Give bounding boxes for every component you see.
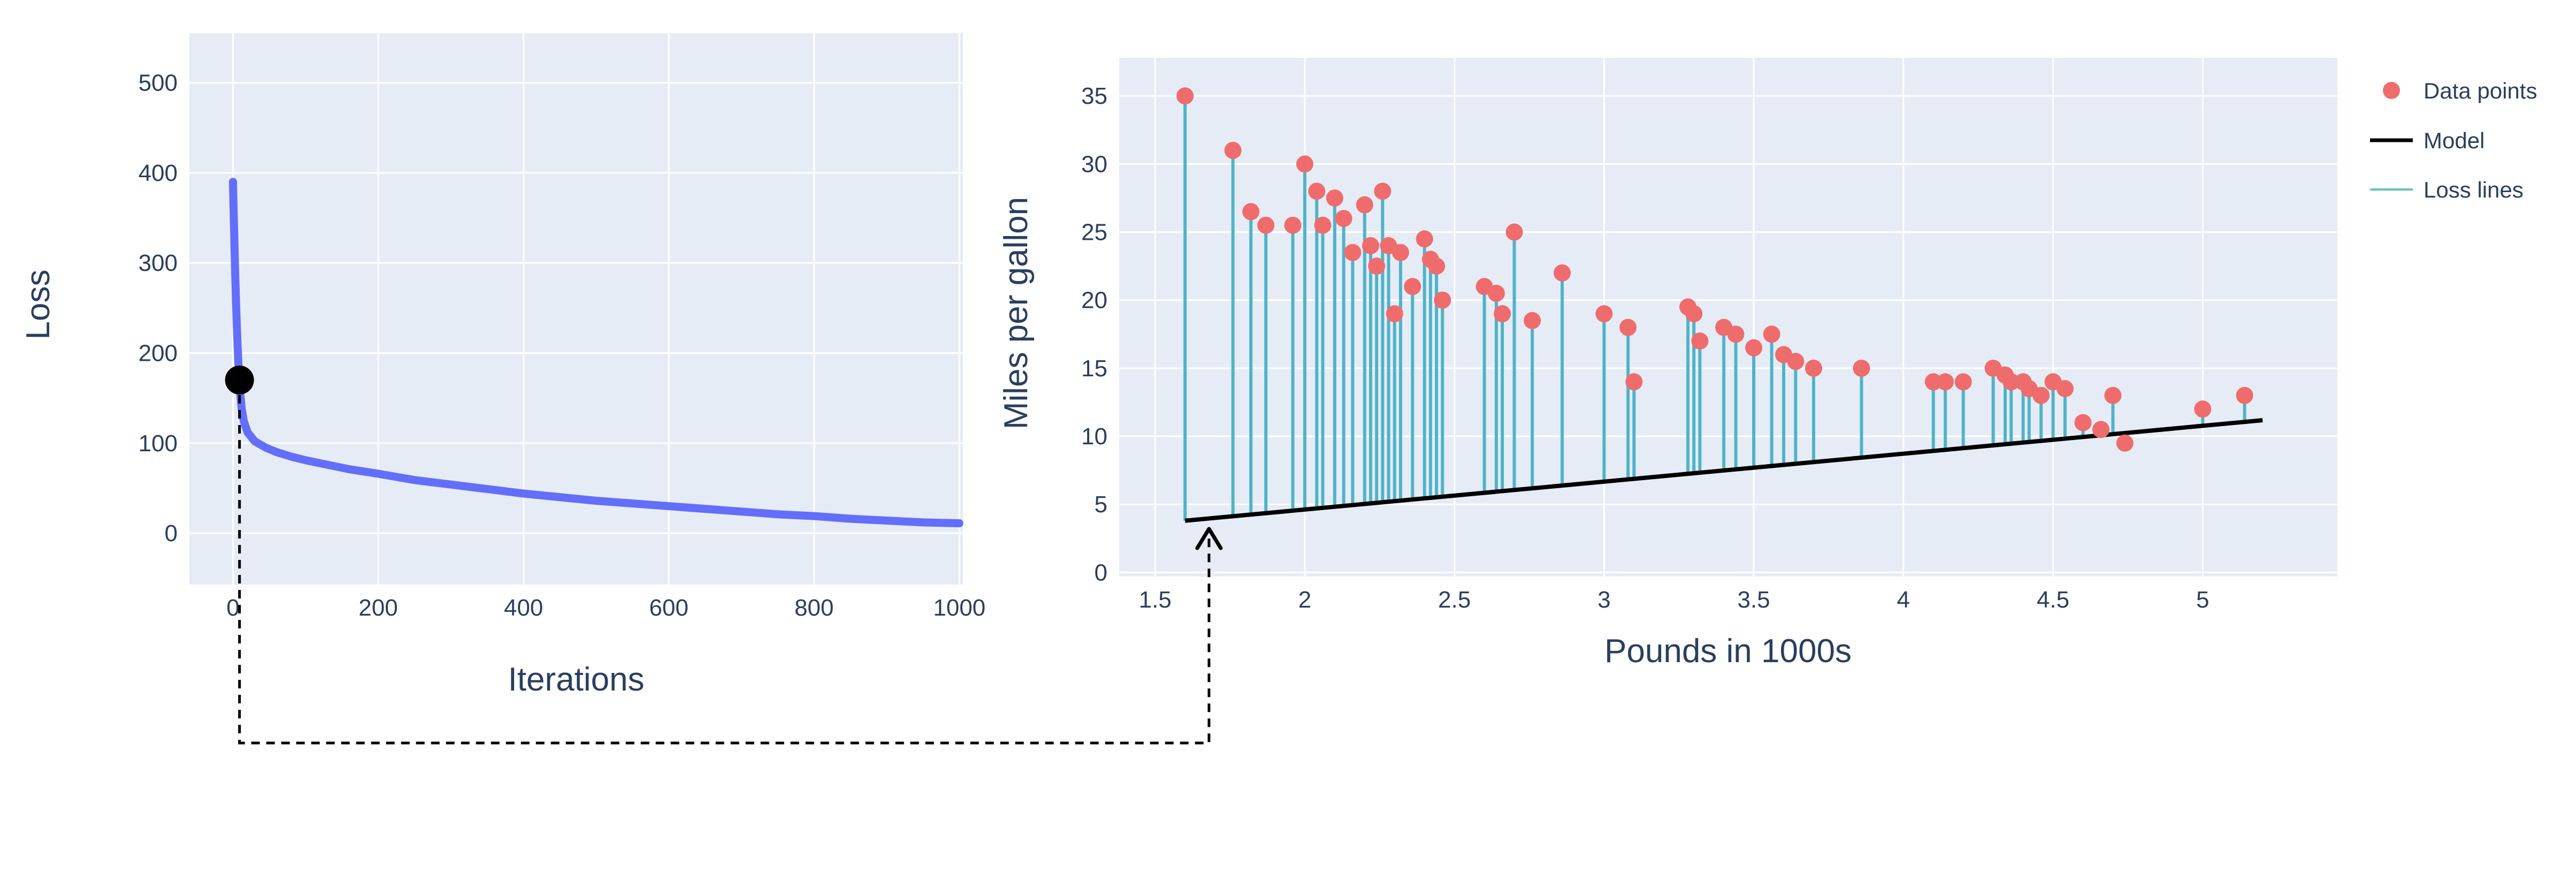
y-tick-label: 35 [1081,83,1107,109]
data-point [1625,373,1643,391]
x-tick-label: 5 [2196,587,2209,613]
data-point [1344,244,1362,261]
data-point [1314,216,1332,234]
data-point [1296,155,1313,173]
y-tick-label: 100 [139,430,178,457]
data-point [2236,386,2253,404]
model-chart-tick-labels: 1.5 2 2.5 3 3.5 4 4.5 5 0 5 10 15 20 25 30 35 [1081,83,2209,613]
data-point [2194,400,2212,418]
data-point [1386,305,1403,323]
data-point [1434,291,1451,309]
x-tick-label: 2 [1298,587,1311,613]
loss-chart-gridlines [189,33,963,585]
y-tick-label: 15 [1081,355,1107,382]
y-tick-label: 30 [1081,151,1107,177]
data-point [1176,87,1194,105]
data-point [1595,305,1613,323]
data-point [1937,373,1954,391]
data-point [2002,373,2020,391]
data-point [1691,332,1709,350]
y-tick-label: 25 [1081,219,1107,246]
x-tick-label: 0 [226,595,239,621]
x-tick-label: 3.5 [1737,587,1770,613]
data-point [1374,183,1392,200]
x-tick-label: 1.5 [1139,587,1172,613]
loss-chart-tick-labels: 0 200 400 600 800 1000 0 100 200 300 400 500 [139,70,986,621]
data-point [2092,421,2110,438]
legend-data-points-label: Data points [2424,78,2537,103]
loss-curve-line [228,178,964,528]
loss-chart-plot-area [189,33,963,585]
x-tick-label: 400 [504,595,543,621]
data-point [1257,216,1275,234]
data-point [1224,141,1242,159]
connector-dashed-line [238,380,1211,745]
data-point [1308,183,1326,200]
data-point [1368,257,1386,275]
data-point [1554,264,1571,282]
data-point [2056,380,2074,398]
loss-y-axis-title: Loss [20,270,57,340]
y-tick-label: 0 [1095,559,1107,586]
y-tick-label: 0 [165,520,178,547]
y-tick-label: 20 [1081,287,1107,314]
data-point [1524,312,1541,329]
x-tick-label: 600 [649,595,688,621]
x-tick-label: 200 [358,595,398,621]
data-point [1685,305,1703,323]
data-point [1416,230,1433,248]
data-point [1494,305,1511,323]
data-point [1404,278,1421,295]
data-point [1335,210,1352,228]
data-point [1853,359,1870,377]
x-tick-label: 3 [1597,587,1610,613]
model-line [1184,418,2263,523]
x-tick-label: 800 [794,595,834,621]
legend-data-points-swatch-icon [2383,82,2400,99]
data-point [1326,189,1343,207]
connector-arrowhead-icon [1195,527,1223,550]
data-point [1505,223,1523,241]
y-tick-label: 400 [139,160,178,186]
x-tick-label: 4.5 [2037,587,2069,613]
data-point [2074,414,2092,431]
legend-loss-lines-label: Loss lines [2424,177,2524,202]
data-point [1619,319,1637,336]
model-chart-plot-area [1119,58,2337,577]
y-tick-label: 5 [1095,491,1107,518]
data-point [1745,339,1763,357]
data-point [1727,325,1745,343]
data-point [1787,353,1805,370]
data-point [1356,196,1373,214]
data-point [2104,386,2122,404]
y-tick-label: 300 [139,250,178,276]
data-point [1763,325,1780,343]
data-point [1362,237,1379,254]
data-point [1805,359,1822,377]
model-x-axis-title: Pounds in 1000s [1604,633,1852,670]
data-point [1242,203,1260,221]
y-tick-label: 500 [139,70,178,96]
legend-model-label: Model [2424,128,2485,153]
legend: Data points Model Loss lines [2370,78,2537,202]
model-y-axis-title: Miles per gallon [998,197,1035,429]
y-tick-label: 200 [139,340,178,366]
x-tick-label: 4 [1897,587,1910,613]
x-tick-label: 2.5 [1438,587,1471,613]
data-point [1392,244,1409,261]
data-point [1954,373,1972,391]
x-tick-label: 1000 [933,595,985,621]
data-point [1428,257,1446,275]
model-chart-series [1176,87,2263,523]
y-tick-label: 10 [1081,423,1107,450]
data-point [2032,386,2050,404]
data-point [1924,373,1942,391]
data-point [1284,216,1302,234]
loss-connector-annotation [238,380,1223,745]
data-point [1487,284,1505,302]
data-point [2116,434,2134,452]
loss-x-axis-title: Iterations [508,661,644,698]
